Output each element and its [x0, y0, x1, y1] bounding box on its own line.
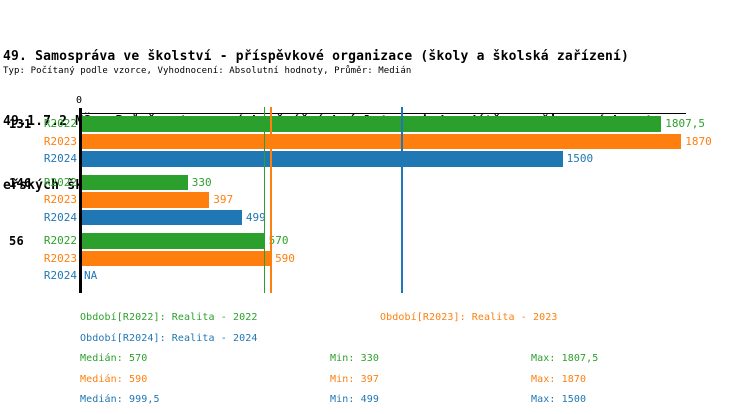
legend-min: Min: 499	[330, 394, 379, 405]
legend-median: Medián: 590	[80, 373, 148, 385]
legend-median: Medián: 570	[80, 353, 148, 364]
x-axis-line	[79, 112, 686, 115]
bar-group: 146 R2022 330 R2023 397 R2024 499	[0, 174, 750, 225]
series-label: R2024	[43, 152, 77, 166]
bar-value-label: 570	[268, 234, 289, 248]
median-R2024	[401, 107, 403, 293]
bar-row: 146 R2022 330	[0, 174, 750, 190]
legend-max: Max: 1807,5	[531, 353, 599, 364]
bar-value-label: 397	[213, 193, 234, 207]
median-R2022	[263, 107, 266, 293]
bar-value-label: 1870	[685, 134, 712, 148]
bar-value-label: 1807,5	[665, 117, 705, 131]
bar	[82, 133, 682, 149]
group-label: 131	[9, 117, 32, 131]
bar-row: 56 R2022 570	[0, 233, 750, 249]
series-label: R2022	[43, 117, 77, 131]
y-axis-line	[79, 108, 82, 293]
bar-group: 131 R2022 1807,5 R2023 1870 R2024 1500	[0, 116, 750, 167]
bar-row: R2023 1870	[0, 133, 750, 149]
bar	[82, 250, 272, 266]
median-R2023	[270, 107, 272, 293]
group-label: 146	[9, 175, 32, 190]
bar-row: R2024 NA	[0, 268, 750, 284]
bar	[82, 209, 242, 225]
bar-row: R2023 590	[0, 250, 750, 266]
bar-value-label: 499	[245, 210, 266, 224]
group-label: 56	[9, 234, 25, 248]
series-label: R2024	[43, 269, 77, 283]
legend-max: Max: 1870	[531, 373, 587, 385]
legend-period-item: Období[R2024]: Realita - 2024	[80, 332, 258, 344]
legend-period-item: Období[R2022]: Realita - 2022	[80, 312, 258, 323]
legend-median: Medián: 999,5	[80, 394, 160, 405]
bar-row: R2024 1500	[0, 151, 750, 167]
bar-value-label: 590	[275, 251, 295, 265]
page-title-line1: 49. Samospráva ve školství - příspěvkové…	[3, 49, 630, 64]
bar-value-label: NA	[84, 269, 98, 283]
bar	[82, 151, 563, 167]
series-label: R2023	[43, 134, 77, 148]
bar-group: 56 R2022 570 R2023 590 R2024 NA	[0, 233, 750, 284]
legend-max: Max: 1500	[531, 394, 587, 405]
chart-subtitle: Typ: Počítaný podle vzorce, Vyhodnocení:…	[3, 66, 412, 76]
legend-period-item: Období[R2023]: Realita - 2023	[380, 312, 558, 323]
series-label: R2024	[43, 210, 77, 224]
series-label: R2022	[43, 234, 77, 248]
bar-value-label: 330	[191, 175, 212, 189]
bar	[82, 233, 265, 249]
series-label: R2023	[43, 193, 77, 207]
bar	[82, 192, 210, 208]
legend-min: Min: 330	[330, 353, 379, 364]
bar-row: R2024 499	[0, 209, 750, 225]
bar	[82, 174, 188, 190]
series-label: R2023	[43, 251, 77, 265]
legend-min: Min: 397	[330, 373, 379, 385]
bar-row: 131 R2022 1807,5	[0, 116, 750, 132]
axis-zero-label: 0	[76, 95, 83, 106]
bar-row: R2023 397	[0, 192, 750, 208]
bar	[82, 116, 662, 132]
plot-area: 131 R2022 1807,5 R2023 1870 R2024 1500 146 R2022…	[0, 116, 750, 292]
series-label: R2022	[43, 175, 77, 189]
bar-value-label: 1500	[566, 152, 594, 166]
